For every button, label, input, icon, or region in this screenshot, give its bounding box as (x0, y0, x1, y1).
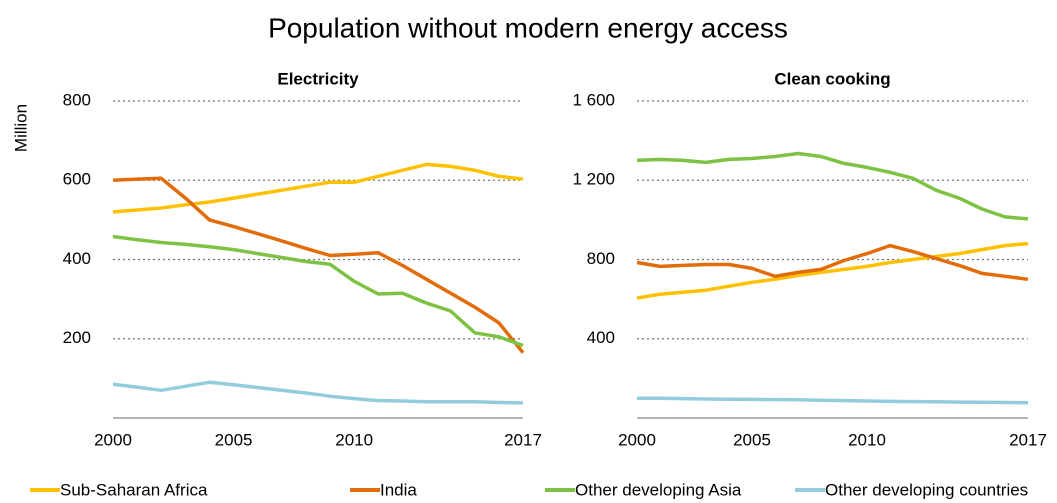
x-tick-label: 2005 (215, 430, 253, 449)
y-tick-label: 800 (63, 90, 91, 109)
x-tick-label: 2010 (335, 430, 373, 449)
series-line (112, 380, 524, 405)
chart-title: Population without modern energy access (268, 12, 788, 43)
series-line (636, 151, 1029, 221)
x-tick-label: 2005 (733, 430, 771, 449)
series-line (636, 243, 1029, 282)
x-tick-label: 2000 (94, 430, 132, 449)
y-tick-label: 400 (587, 328, 615, 347)
x-tick-label: 2017 (504, 430, 542, 449)
y-axis-label: Million (11, 104, 30, 152)
y-tick-label: 600 (63, 170, 91, 189)
series-line (112, 234, 524, 348)
y-tick-label: 200 (63, 328, 91, 347)
series-line (636, 241, 1029, 300)
legend-label: India (380, 480, 417, 499)
series-line (112, 176, 525, 354)
y-tick-label: 400 (63, 249, 91, 268)
panel-title: Electricity (277, 69, 359, 88)
legend-label: Sub-Saharan Africa (60, 480, 208, 499)
legend-label: Other developing countries (825, 480, 1028, 499)
series-line (637, 396, 1029, 405)
x-tick-label: 2010 (848, 430, 886, 449)
series-line (112, 162, 524, 214)
y-tick-label: 800 (587, 249, 615, 268)
legend-label: Other developing Asia (575, 480, 742, 499)
x-tick-label: 2017 (1009, 430, 1047, 449)
panel-title: Clean cooking (774, 69, 890, 88)
x-tick-label: 2000 (618, 430, 656, 449)
y-tick-label: 1 600 (572, 90, 615, 109)
y-tick-label: 1 200 (572, 170, 615, 189)
